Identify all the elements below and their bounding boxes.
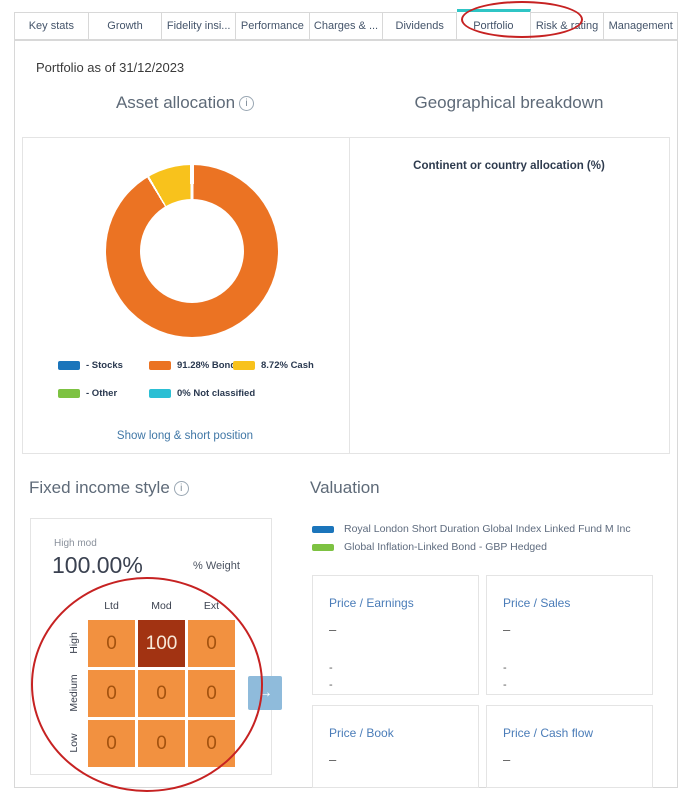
- metric-label: Price / Earnings: [329, 596, 414, 610]
- tab-charges[interactable]: Charges & ...: [309, 12, 384, 40]
- grid-cell-high-ltd[interactable]: 0: [88, 620, 135, 667]
- fixed-income-style-title: Fixed income style i: [29, 478, 189, 498]
- grid-cell-medium-mod[interactable]: 0: [138, 670, 185, 717]
- next-arrow-button[interactable]: →: [248, 676, 282, 710]
- legend-swatch: [58, 361, 80, 370]
- weight-value: 100.00%: [52, 552, 143, 578]
- valuation-legend-item: Royal London Short Duration Global Index…: [312, 523, 631, 535]
- tab-management[interactable]: Management: [604, 12, 679, 40]
- metric-sub-value: -: [329, 662, 333, 674]
- grid-cell-medium-ltd[interactable]: 0: [88, 670, 135, 717]
- grid-row-low: Low: [68, 733, 80, 753]
- legend-label: - Other: [86, 388, 118, 399]
- metric-value: –: [503, 752, 511, 767]
- legend-swatch: [58, 389, 80, 398]
- metric-sub-value: -: [503, 662, 507, 674]
- show-long-short-link[interactable]: Show long & short position: [116, 430, 254, 442]
- metric-box-price-book: Price / Book–--: [312, 705, 479, 788]
- legend-item-stocks: - Stocks: [58, 360, 149, 371]
- style-box-label: High mod: [54, 538, 97, 549]
- asset-allocation-donut-chart: [106, 165, 278, 337]
- metric-label: Price / Cash flow: [503, 726, 594, 740]
- legend-item-0-not-classified: 0% Not classified: [149, 388, 255, 399]
- tab-key-stats[interactable]: Key stats: [14, 12, 89, 40]
- legend-label: 8.72% Cash: [261, 360, 314, 371]
- grid-cell-low-ltd[interactable]: 0: [88, 720, 135, 767]
- grid-cell-low-ext[interactable]: 0: [188, 720, 235, 767]
- continent-allocation-heading: Continent or country allocation (%): [413, 160, 605, 172]
- geographical-breakdown-title: Geographical breakdown: [414, 93, 604, 112]
- info-icon[interactable]: i: [239, 96, 255, 111]
- metric-value: –: [503, 622, 511, 637]
- asset-allocation-legend: - Stocks 91.28% Bonds 8.72% Cash - Other 0% …: [58, 360, 314, 399]
- tab-growth[interactable]: Growth: [88, 12, 163, 40]
- valuation-legend: Royal London Short Duration Global Index…: [312, 523, 631, 559]
- legend-swatch: [149, 361, 171, 370]
- legend-label: 91.28% Bonds: [177, 360, 242, 371]
- legend-item-other: - Other: [58, 388, 149, 399]
- legend-swatch: [312, 525, 334, 533]
- valuation-title: Valuation: [310, 478, 380, 497]
- legend-label: - Stocks: [86, 360, 123, 371]
- tab-dividends[interactable]: Dividends: [383, 12, 458, 40]
- panel-divider: [349, 138, 350, 453]
- legend-swatch: [233, 361, 255, 370]
- legend-item-8-72-cash: 8.72% Cash: [233, 360, 314, 371]
- metric-sub-value: -: [329, 679, 333, 691]
- style-grid: 0 100 0 0 0 0 0 0 0: [88, 620, 235, 767]
- tab-risk-rating[interactable]: Risk & rating: [530, 12, 605, 40]
- metric-label: Price / Sales: [503, 596, 571, 610]
- metric-box-price-sales: Price / Sales – - -: [486, 575, 653, 695]
- grid-col-mod: Mod: [151, 600, 172, 612]
- legend-swatch: [149, 389, 171, 398]
- tab-portfolio[interactable]: Portfolio: [457, 9, 531, 40]
- grid-cell-low-mod[interactable]: 0: [138, 720, 185, 767]
- style-grid-column-headers: Ltd Mod Ext: [88, 600, 235, 612]
- metric-value: –: [329, 752, 337, 767]
- legend-label: Royal London Short Duration Global Index…: [344, 523, 631, 535]
- metric-box-price-cash-flow: Price / Cash flow–--: [486, 705, 653, 788]
- legend-label: 0% Not classified: [177, 388, 256, 399]
- valuation-legend-item: Global Inflation-Linked Bond - GBP Hedge…: [312, 541, 631, 553]
- tab-fidelity-insi[interactable]: Fidelity insi...: [162, 12, 237, 40]
- metric-sub-value: -: [503, 679, 507, 691]
- legend-item-91-28-bonds: 91.28% Bonds: [149, 360, 241, 371]
- arrow-right-icon: →: [257, 684, 273, 701]
- grid-cell-high-ext[interactable]: 0: [188, 620, 235, 667]
- info-icon[interactable]: i: [173, 481, 189, 496]
- metric-value: –: [329, 622, 337, 637]
- portfolio-as-of-date: Portfolio as of 31/12/2023: [36, 60, 185, 75]
- legend-label: Global Inflation-Linked Bond - GBP Hedge…: [344, 541, 547, 553]
- grid-col-ltd: Ltd: [104, 600, 119, 612]
- weight-label: % Weight: [193, 560, 240, 572]
- tab-performance[interactable]: Performance: [236, 12, 310, 40]
- metric-box-price-earnings: Price / Earnings – - -: [312, 575, 479, 695]
- grid-cell-high-mod[interactable]: 100: [138, 620, 185, 667]
- tab-bar: Key stats Growth Fidelity insi... Performan…: [14, 9, 679, 40]
- grid-col-ext: Ext: [203, 600, 220, 612]
- metric-label: Price / Book: [329, 726, 394, 740]
- grid-row-high: High: [68, 632, 80, 654]
- grid-row-medium: Medium: [68, 674, 80, 712]
- grid-cell-medium-ext[interactable]: 0: [188, 670, 235, 717]
- legend-swatch: [312, 543, 334, 551]
- asset-allocation-title: Asset allocation i: [22, 93, 348, 113]
